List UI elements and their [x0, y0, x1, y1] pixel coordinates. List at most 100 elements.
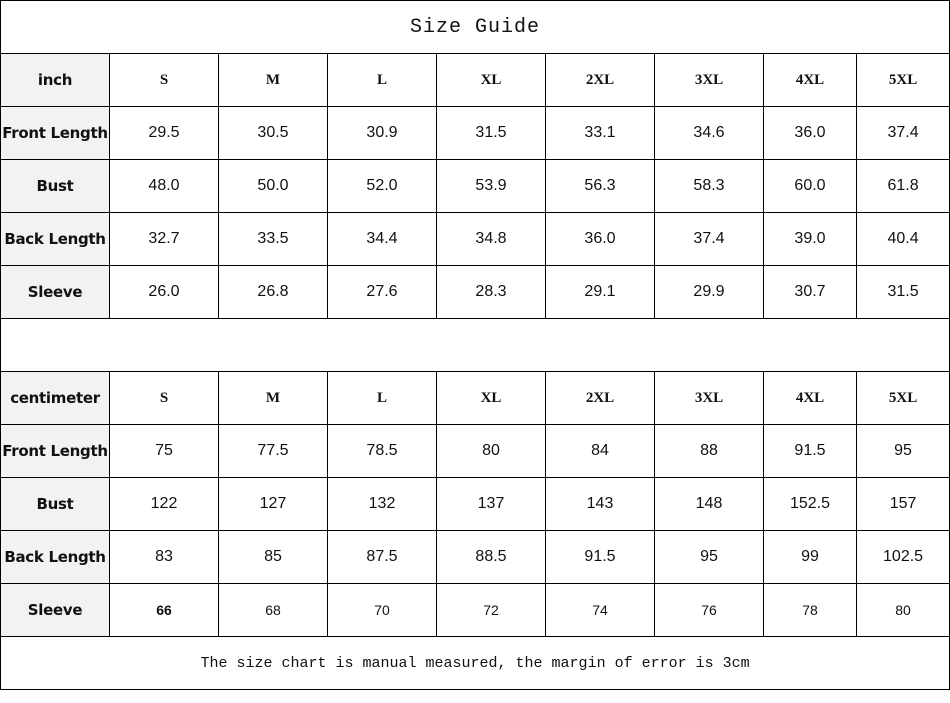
size-header: L [327, 53, 437, 107]
measurement-value: 29.5 [109, 106, 219, 160]
spacer-cell [0, 318, 950, 372]
size-header: M [218, 53, 328, 107]
measurement-value: 88 [654, 424, 764, 478]
measurement-value: 75 [109, 424, 219, 478]
measurement-value: 40.4 [855, 212, 950, 266]
size-header: S [109, 371, 219, 425]
measurement-value: 148 [654, 477, 764, 531]
note-row: The size chart is manual measured, the m… [0, 636, 950, 690]
measurement-value: 53.9 [436, 159, 546, 213]
measurement-value: 37.4 [855, 106, 950, 160]
measurement-value: 91.5 [545, 530, 655, 584]
measurement-value: 143 [545, 477, 655, 531]
measurement-value: 66 [109, 583, 219, 637]
measurement-value: 34.4 [327, 212, 437, 266]
measurement-value: 80 [436, 424, 546, 478]
measurement-value: 78.5 [327, 424, 437, 478]
measurement-value: 27.6 [327, 265, 437, 319]
table-row: Bust 122 127 132 137 143 148 152.5 157 [0, 477, 950, 531]
measurement-note: The size chart is manual measured, the m… [0, 636, 950, 690]
measurement-value: 72 [436, 583, 546, 637]
measurement-value: 52.0 [327, 159, 437, 213]
measurement-value: 36.0 [545, 212, 655, 266]
measurement-value: 39.0 [763, 212, 857, 266]
measurement-value: 29.1 [545, 265, 655, 319]
size-header: S [109, 53, 219, 107]
measurement-value: 84 [545, 424, 655, 478]
table-row: Bust 48.0 50.0 52.0 53.9 56.3 58.3 60.0 61.8 [0, 159, 950, 213]
measurement-value: 37.4 [654, 212, 764, 266]
measurement-value: 60.0 [763, 159, 857, 213]
size-header: 2XL [545, 53, 655, 107]
measurement-value: 74 [545, 583, 655, 637]
measurement-value: 70 [327, 583, 437, 637]
measurement-value: 85 [218, 530, 328, 584]
size-header: M [218, 371, 328, 425]
measurement-value: 26.0 [109, 265, 219, 319]
measurement-value: 76 [654, 583, 764, 637]
measurement-value: 87.5 [327, 530, 437, 584]
size-header: 3XL [654, 53, 764, 107]
measurement-value: 56.3 [545, 159, 655, 213]
measurement-label: Front Length [0, 106, 110, 160]
size-header: 5XL [855, 371, 950, 425]
size-header: XL [436, 53, 546, 107]
measurement-label: Front Length [0, 424, 110, 478]
measurement-label: Bust [0, 159, 110, 213]
measurement-value: 48.0 [109, 159, 219, 213]
measurement-value: 50.0 [218, 159, 328, 213]
measurement-value: 33.1 [545, 106, 655, 160]
size-header: 3XL [654, 371, 764, 425]
measurement-label: Back Length [0, 212, 110, 266]
measurement-value: 132 [327, 477, 437, 531]
measurement-value: 28.3 [436, 265, 546, 319]
measurement-value: 83 [109, 530, 219, 584]
measurement-value: 95 [855, 424, 950, 478]
measurement-value: 30.7 [763, 265, 857, 319]
measurement-value: 33.5 [218, 212, 328, 266]
measurement-value: 80 [855, 583, 950, 637]
measurement-value: 152.5 [763, 477, 857, 531]
measurement-value: 31.5 [436, 106, 546, 160]
size-header: 5XL [855, 53, 950, 107]
measurement-value: 122 [109, 477, 219, 531]
measurement-value: 36.0 [763, 106, 857, 160]
measurement-value: 30.9 [327, 106, 437, 160]
table-row: Sleeve 26.0 26.8 27.6 28.3 29.1 29.9 30.7 31.5 [0, 265, 950, 319]
measurement-value: 26.8 [218, 265, 328, 319]
measurement-value: 137 [436, 477, 546, 531]
measurement-value: 31.5 [855, 265, 950, 319]
measurement-value: 34.8 [436, 212, 546, 266]
measurement-label: Sleeve [0, 265, 110, 319]
spacer-row [0, 318, 950, 372]
size-header: 2XL [545, 371, 655, 425]
measurement-label: Sleeve [0, 583, 110, 637]
measurement-value: 91.5 [763, 424, 857, 478]
measurement-value: 58.3 [654, 159, 764, 213]
measurement-value: 32.7 [109, 212, 219, 266]
measurement-label: Bust [0, 477, 110, 531]
measurement-value: 88.5 [436, 530, 546, 584]
size-header: XL [436, 371, 546, 425]
size-header: 4XL [763, 53, 857, 107]
page-title: Size Guide [0, 0, 950, 54]
measurement-value: 68 [218, 583, 328, 637]
unit-label: inch [0, 53, 110, 107]
measurement-value: 102.5 [855, 530, 950, 584]
table-row: Front Length 29.5 30.5 30.9 31.5 33.1 34.6 36.0… [0, 106, 950, 160]
size-header: L [327, 371, 437, 425]
measurement-value: 29.9 [654, 265, 764, 319]
inch-header-row: inch S M L XL 2XL 3XL 4XL 5XL [0, 53, 950, 107]
unit-label: centimeter [0, 371, 110, 425]
measurement-value: 99 [763, 530, 857, 584]
measurement-label: Back Length [0, 530, 110, 584]
measurement-value: 127 [218, 477, 328, 531]
table-row: Front Length 75 77.5 78.5 80 84 88 91.5 95 [0, 424, 950, 478]
measurement-value: 34.6 [654, 106, 764, 160]
table-row: Sleeve 66 68 70 72 74 76 78 80 [0, 583, 950, 637]
table-row: Back Length 32.7 33.5 34.4 34.8 36.0 37.4 39.0 4… [0, 212, 950, 266]
measurement-value: 30.5 [218, 106, 328, 160]
size-header: 4XL [763, 371, 857, 425]
measurement-value: 95 [654, 530, 764, 584]
